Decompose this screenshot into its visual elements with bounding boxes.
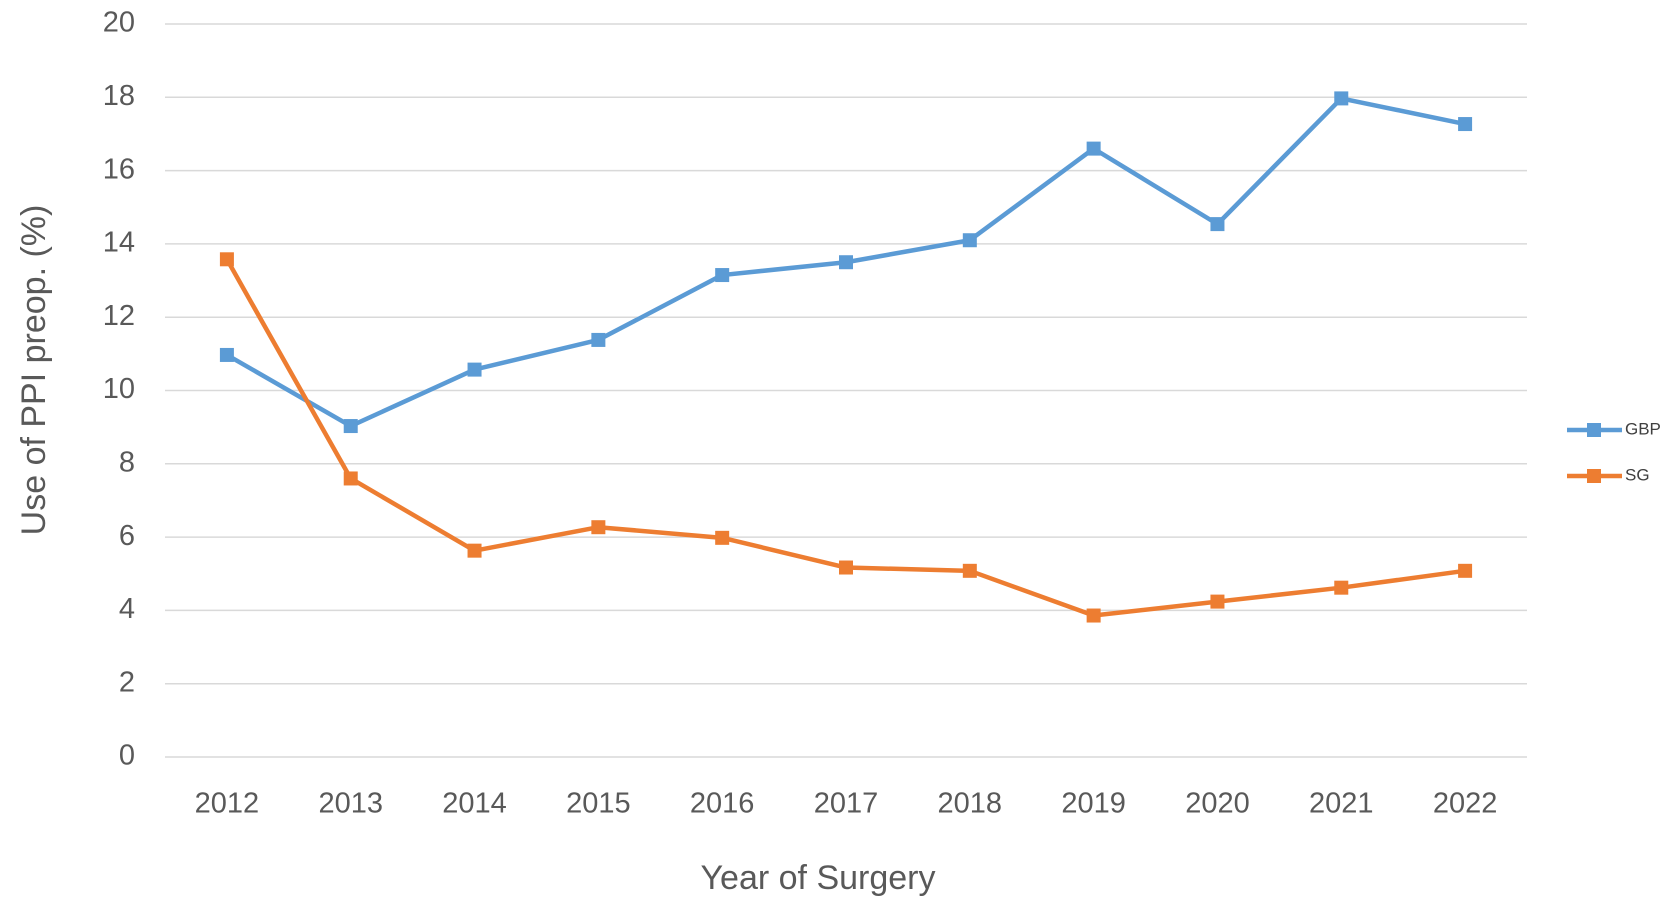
point-marker	[1334, 91, 1349, 106]
x-axis-title: Year of Surgery	[701, 859, 936, 897]
point-marker	[1086, 608, 1101, 623]
y-tick-label: 8	[119, 446, 135, 478]
x-tick-label: 2015	[566, 788, 631, 820]
point-marker	[715, 530, 730, 545]
point-marker	[962, 233, 977, 248]
x-tick-label: 2020	[1185, 788, 1250, 820]
legend-marker	[1587, 423, 1601, 437]
y-tick-label: 18	[103, 80, 135, 112]
x-tick-label: 2012	[195, 788, 260, 820]
x-tick-label: 2019	[1061, 788, 1126, 820]
point-marker	[343, 471, 358, 486]
point-marker	[962, 563, 977, 578]
y-tick-label: 4	[119, 593, 135, 625]
x-tick-label: 2021	[1309, 788, 1374, 820]
point-marker	[1210, 594, 1225, 609]
legend-text: GBP	[1625, 419, 1661, 438]
point-marker	[467, 362, 482, 377]
y-tick-label: 20	[103, 7, 135, 39]
point-marker	[1210, 217, 1225, 232]
point-marker	[715, 268, 730, 283]
point-marker	[591, 520, 606, 535]
point-marker	[839, 560, 853, 575]
x-tick-label: 2017	[814, 788, 879, 820]
legend-marker	[1587, 469, 1601, 483]
y-tick-label: 0	[119, 740, 135, 772]
x-tick-label: 2022	[1433, 788, 1498, 820]
y-tick-label: 14	[103, 227, 135, 259]
y-tick-label: 16	[103, 153, 135, 185]
point-marker	[1086, 141, 1101, 156]
x-tick-label: 2016	[690, 788, 755, 820]
x-tick-label: 2013	[318, 788, 383, 820]
point-marker	[343, 419, 358, 434]
point-marker	[839, 255, 853, 270]
point-marker	[1458, 563, 1473, 578]
point-marker	[1458, 117, 1473, 132]
y-tick-label: 2	[119, 666, 135, 698]
point-marker	[219, 347, 234, 362]
y-axis-title: Use of PPI preop. (%)	[15, 205, 53, 536]
y-tick-label: 6	[119, 520, 135, 552]
point-marker	[591, 332, 606, 347]
x-tick-label: 2014	[442, 788, 507, 820]
x-tick-label: 2018	[938, 788, 1003, 820]
point-marker	[467, 543, 482, 558]
y-tick-label: 10	[103, 373, 135, 405]
point-marker	[219, 252, 234, 267]
y-tick-label: 12	[103, 300, 135, 332]
legend-text: SG	[1625, 465, 1650, 484]
point-marker	[1334, 580, 1349, 595]
